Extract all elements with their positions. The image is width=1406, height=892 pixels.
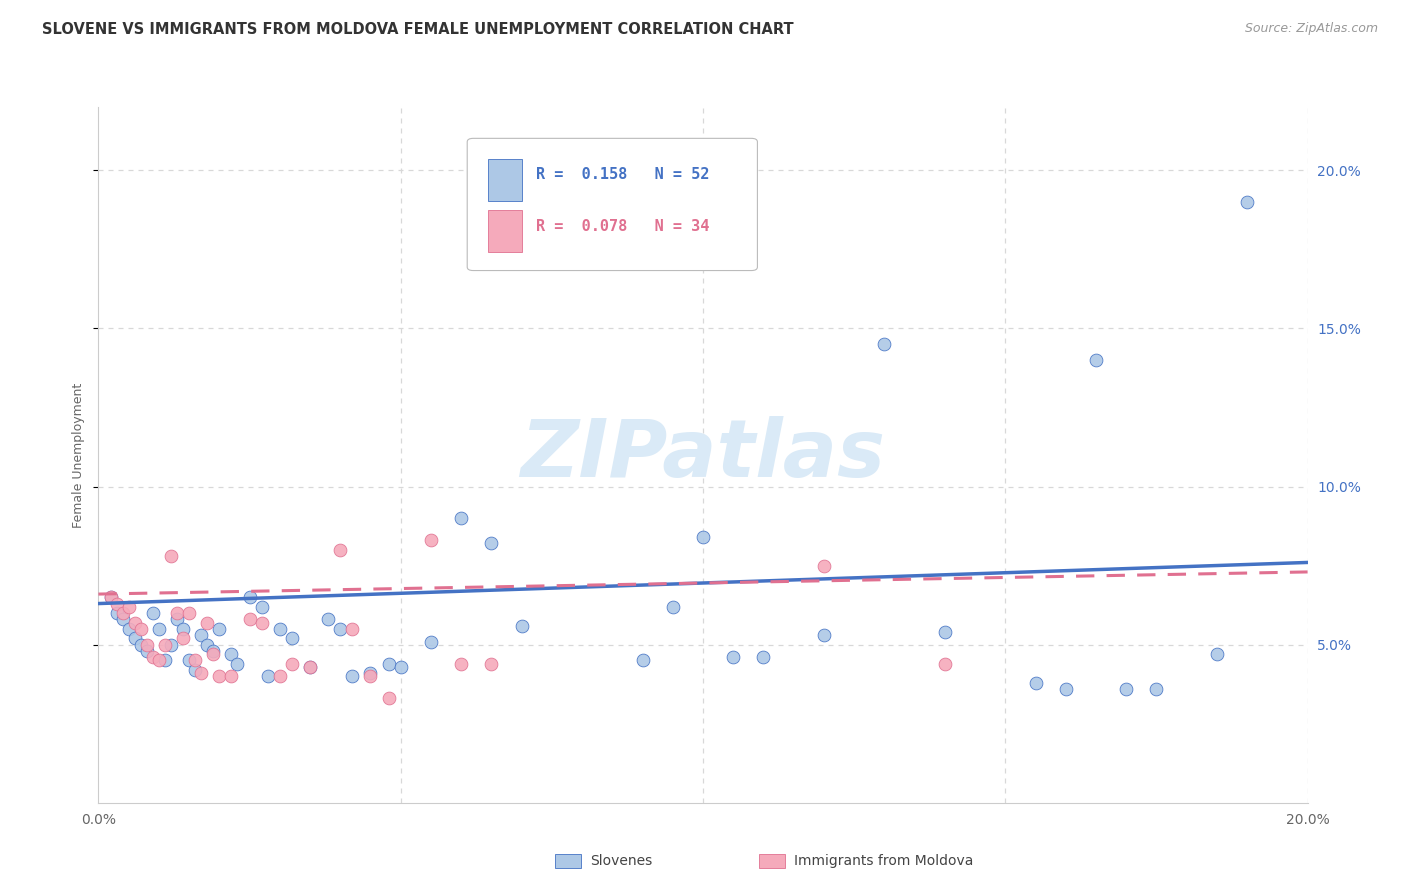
Point (752, 650, 775, 665)
Point (148, 622, 170, 636)
Point (105, 606, 128, 620)
Point (299, 660, 322, 674)
Point (250, 599, 273, 614)
Point (135, 644, 157, 658)
Point (481, 536, 503, 550)
Point (873, 337, 896, 351)
Point (118, 622, 141, 636)
Point (377, 657, 399, 671)
Point (208, 622, 231, 636)
Point (1236, 194, 1258, 209)
Point (100, 591, 122, 605)
Point (934, 657, 956, 671)
Point (239, 612, 262, 626)
Point (221, 647, 243, 661)
Point (190, 628, 212, 642)
Point (105, 597, 128, 611)
Point (481, 657, 503, 671)
Point (723, 650, 745, 665)
Point (360, 666, 382, 681)
Point (934, 625, 956, 640)
Point (226, 657, 249, 671)
Point (153, 638, 176, 652)
Text: Slovenes: Slovenes (591, 854, 652, 868)
Point (1024, 675, 1046, 690)
Point (160, 549, 183, 563)
Point (420, 634, 443, 648)
Point (195, 638, 218, 652)
Text: R =  0.158   N = 52: R = 0.158 N = 52 (536, 167, 710, 182)
Text: ZIPatlas: ZIPatlas (520, 416, 886, 494)
Point (813, 558, 835, 573)
Point (142, 650, 165, 665)
Point (135, 638, 157, 652)
Point (124, 632, 146, 646)
Point (250, 615, 273, 630)
Point (142, 606, 165, 620)
Point (377, 691, 399, 706)
Point (124, 615, 146, 630)
Bar (488, 210, 522, 252)
Point (389, 660, 412, 674)
Point (329, 542, 352, 557)
Point (166, 606, 188, 620)
Point (208, 669, 231, 683)
Point (111, 606, 134, 620)
Point (166, 612, 188, 626)
Text: Immigrants from Moldova: Immigrants from Moldova (794, 854, 974, 868)
Point (269, 669, 291, 683)
Point (269, 622, 291, 636)
Point (118, 599, 141, 614)
Point (202, 647, 225, 661)
Point (450, 657, 472, 671)
Bar (488, 159, 522, 201)
Point (148, 653, 170, 667)
Point (129, 638, 152, 652)
Point (813, 628, 835, 642)
Point (631, 653, 654, 667)
Point (153, 653, 176, 667)
Point (172, 632, 194, 646)
Point (329, 622, 352, 636)
Point (420, 533, 443, 548)
Point (450, 511, 472, 525)
Point (129, 622, 152, 636)
Point (1144, 681, 1167, 696)
Point (184, 663, 207, 677)
Point (692, 530, 714, 544)
Point (1206, 647, 1229, 661)
Y-axis label: Female Unemployment: Female Unemployment (72, 383, 86, 527)
Point (281, 657, 304, 671)
Point (195, 615, 218, 630)
Point (281, 632, 304, 646)
Point (256, 669, 278, 683)
Point (299, 660, 322, 674)
Point (1115, 681, 1137, 696)
Point (179, 606, 201, 620)
Point (510, 618, 533, 632)
Point (1085, 353, 1108, 368)
Point (184, 653, 207, 667)
Point (221, 669, 243, 683)
Point (342, 669, 364, 683)
Point (190, 666, 212, 681)
Point (239, 591, 262, 605)
Point (100, 591, 122, 605)
Point (172, 622, 194, 636)
Point (202, 644, 225, 658)
Point (316, 612, 339, 626)
Point (360, 669, 382, 683)
Point (342, 622, 364, 636)
Point (160, 638, 183, 652)
Point (1054, 681, 1077, 696)
Text: R =  0.078   N = 34: R = 0.078 N = 34 (536, 219, 710, 235)
FancyBboxPatch shape (467, 138, 758, 270)
Point (179, 653, 201, 667)
Text: SLOVENE VS IMMIGRANTS FROM MOLDOVA FEMALE UNEMPLOYMENT CORRELATION CHART: SLOVENE VS IMMIGRANTS FROM MOLDOVA FEMAL… (42, 22, 794, 37)
Point (111, 612, 134, 626)
Text: Source: ZipAtlas.com: Source: ZipAtlas.com (1244, 22, 1378, 36)
Point (662, 599, 685, 614)
